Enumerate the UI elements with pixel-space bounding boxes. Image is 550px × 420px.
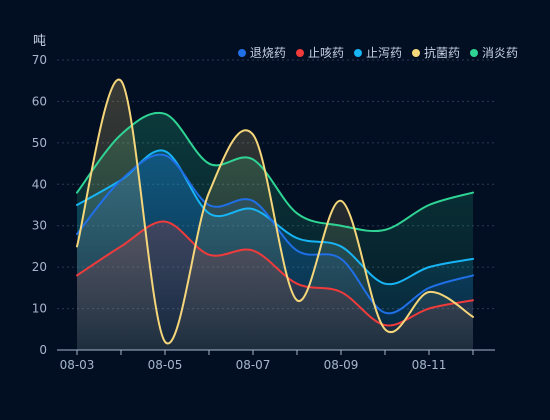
x-tick-label: 08-11 bbox=[412, 358, 447, 372]
legend-item-anti-inflammatory[interactable]: 消炎药 bbox=[469, 44, 518, 61]
legend-item-antibiotic[interactable]: 抗菌药 bbox=[411, 44, 460, 61]
y-tick-label: 50 bbox=[32, 136, 47, 150]
legend[interactable]: 退烧药 止咳药 止泻药 抗菌药 消炎药 bbox=[237, 44, 518, 61]
y-tick-label: 70 bbox=[32, 53, 47, 67]
series-line-1 bbox=[76, 220, 474, 327]
y-tick-label: 30 bbox=[32, 219, 47, 233]
legend-item-cough[interactable]: 止咳药 bbox=[295, 44, 344, 61]
y-tick-label: 40 bbox=[32, 177, 47, 191]
series-line-4 bbox=[76, 111, 474, 233]
legend-item-diarrhea[interactable]: 止泻药 bbox=[353, 44, 402, 61]
legend-marker bbox=[295, 48, 304, 57]
x-tick-label: 08-03 bbox=[60, 358, 95, 372]
series-line-3 bbox=[76, 78, 474, 345]
legend-label: 抗菌药 bbox=[423, 46, 460, 60]
legend-label: 退烧药 bbox=[249, 46, 286, 60]
legend-marker bbox=[469, 48, 478, 57]
y-tick-label: 60 bbox=[32, 94, 47, 108]
legend-label: 消炎药 bbox=[481, 46, 518, 60]
series-line-0 bbox=[76, 153, 474, 315]
legend-marker bbox=[353, 48, 362, 57]
legend-marker bbox=[411, 48, 420, 57]
legend-marker bbox=[237, 48, 246, 57]
y-axis-label: 吨 bbox=[33, 34, 47, 49]
x-tick-label: 08-07 bbox=[236, 358, 271, 372]
y-tick-label: 10 bbox=[32, 302, 47, 316]
series-area-1 bbox=[77, 221, 473, 350]
legend-label: 止泻药 bbox=[365, 46, 402, 60]
legend-item-fever[interactable]: 退烧药 bbox=[237, 44, 286, 61]
y-tick-label: 20 bbox=[32, 260, 47, 274]
y-tick-label: 0 bbox=[39, 343, 47, 357]
x-tick-label: 08-05 bbox=[148, 358, 183, 372]
x-tick-label: 08-09 bbox=[324, 358, 359, 372]
legend-label: 止咳药 bbox=[307, 46, 344, 60]
